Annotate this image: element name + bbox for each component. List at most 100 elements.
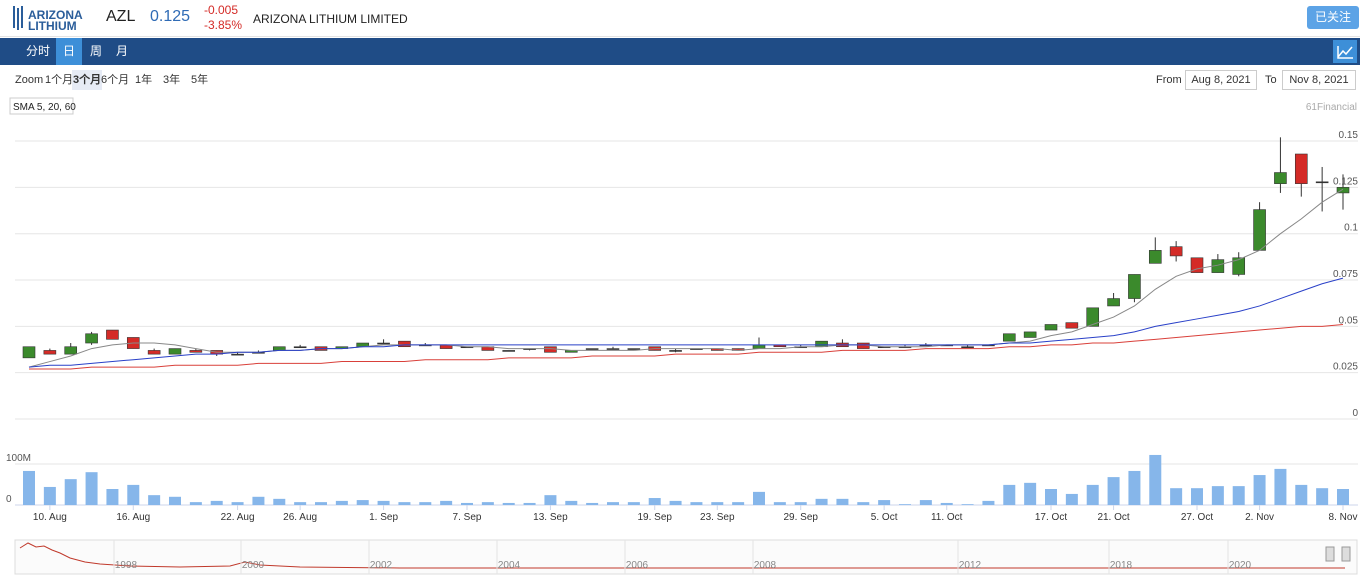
x-tick-label: 19. Sep bbox=[637, 512, 672, 523]
candle-body bbox=[690, 348, 703, 350]
candle-body bbox=[231, 353, 244, 356]
volume-bar bbox=[1003, 484, 1016, 505]
credit: 61Financial bbox=[1306, 102, 1357, 113]
tab[interactable]: 月 bbox=[115, 44, 128, 58]
navigator-label: 2008 bbox=[754, 560, 777, 571]
symbol: AZL bbox=[106, 8, 136, 25]
candle-body bbox=[43, 350, 57, 355]
navigator-label: 2002 bbox=[370, 560, 393, 571]
volume-bar bbox=[377, 500, 390, 505]
volume-bar bbox=[1211, 486, 1224, 505]
volume-bar bbox=[586, 502, 599, 505]
volume-bar bbox=[648, 498, 661, 505]
candle-body bbox=[1274, 172, 1287, 184]
zoom-option[interactable]: 1年 bbox=[135, 74, 153, 86]
candle-body bbox=[1190, 257, 1204, 273]
volume-bar bbox=[794, 502, 807, 505]
navigator-label: 2006 bbox=[626, 560, 649, 571]
volume-bar bbox=[252, 496, 265, 505]
volume-bar bbox=[502, 502, 515, 505]
company-name: ARIZONA LITHIUM LIMITED bbox=[253, 12, 408, 26]
candle-body bbox=[669, 350, 682, 352]
x-tick-label: 10. Aug bbox=[33, 512, 67, 523]
zoom-option[interactable]: 1个月 bbox=[45, 74, 74, 86]
candle-body bbox=[982, 344, 995, 347]
volume-bar bbox=[815, 498, 828, 505]
candle-body bbox=[335, 346, 349, 349]
tab[interactable]: 日 bbox=[56, 38, 82, 65]
volume-bar bbox=[1191, 488, 1203, 505]
candle-body bbox=[1002, 333, 1016, 342]
volume-bar bbox=[189, 502, 202, 505]
volume-bar bbox=[711, 502, 724, 505]
volume-bar bbox=[481, 502, 494, 505]
navigator-handle[interactable] bbox=[1325, 546, 1335, 562]
candle-body bbox=[1023, 331, 1037, 338]
indicator-box bbox=[9, 97, 74, 115]
x-tick-label: 17. Oct bbox=[1035, 512, 1067, 523]
navigator-handle[interactable] bbox=[1341, 546, 1351, 562]
chart-icon[interactable] bbox=[1333, 40, 1357, 63]
volume-bar bbox=[982, 500, 995, 505]
zoom-option[interactable]: 5年 bbox=[191, 74, 209, 86]
volume-bar bbox=[64, 479, 77, 505]
top-bar: ARIZONA LITHIUM AZL 0.125 -0.005 -3.85% … bbox=[0, 0, 1360, 37]
volume-bar bbox=[398, 502, 411, 505]
from-input[interactable]: Aug 8, 2021 bbox=[1185, 70, 1257, 90]
volume-bar bbox=[273, 498, 286, 505]
tab[interactable]: 分时 bbox=[25, 44, 50, 58]
candle-body bbox=[293, 346, 307, 349]
candle-body bbox=[1128, 274, 1141, 299]
candle-body bbox=[210, 350, 224, 355]
candle-body bbox=[64, 346, 78, 355]
y-tick-label: 100M bbox=[6, 453, 31, 464]
candle-body bbox=[1253, 209, 1266, 251]
volume-bar bbox=[523, 502, 536, 505]
candle-body bbox=[22, 346, 36, 359]
x-tick-label: 16. Aug bbox=[116, 512, 150, 523]
candle-body bbox=[1169, 246, 1183, 257]
tab[interactable]: 周 bbox=[89, 44, 102, 58]
zoom-option[interactable]: 3个月 bbox=[72, 70, 103, 90]
volume-bar bbox=[607, 502, 619, 505]
volume-bar bbox=[127, 484, 140, 505]
x-tick-label: 7. Sep bbox=[453, 512, 482, 523]
candle-body bbox=[126, 337, 140, 349]
candle-body bbox=[1107, 298, 1120, 307]
x-tick-label: 21. Oct bbox=[1097, 512, 1129, 523]
volume-bar bbox=[85, 472, 98, 505]
candle-body bbox=[752, 344, 766, 349]
candle-body bbox=[648, 346, 662, 351]
volume-bar bbox=[1024, 482, 1037, 505]
volume-bar bbox=[148, 495, 161, 505]
zoom-option[interactable]: 6个月 bbox=[101, 74, 130, 86]
candle-body bbox=[585, 348, 599, 350]
y-tick-label: 0.05 bbox=[1339, 315, 1359, 326]
logo-text: LITHIUM bbox=[28, 19, 77, 33]
follow-button[interactable]: 已关注 bbox=[1307, 6, 1359, 29]
zoom-row: Zoom 1个月 3个月 6个月 1年 3年 5年 From Aug 8, 2021 To… bbox=[0, 70, 1360, 90]
navigator-label: 2018 bbox=[1110, 560, 1133, 571]
volume-bar bbox=[335, 500, 348, 505]
volume-bar bbox=[919, 500, 932, 505]
candle-body bbox=[189, 350, 203, 353]
zoom-option[interactable]: 3年 bbox=[163, 74, 181, 86]
candle-body bbox=[773, 344, 787, 348]
candle-body bbox=[398, 340, 411, 348]
candle-body bbox=[147, 350, 161, 355]
volume-bar bbox=[1086, 484, 1099, 505]
candle-body bbox=[1232, 257, 1246, 275]
candle-body bbox=[940, 344, 954, 347]
volume-bar bbox=[1170, 488, 1183, 505]
candle-body bbox=[168, 348, 182, 355]
to-input[interactable]: Nov 8, 2021 bbox=[1282, 70, 1356, 90]
candle-body bbox=[439, 344, 453, 349]
volume-bar bbox=[356, 500, 369, 505]
candle-body bbox=[919, 344, 933, 347]
volume-bar bbox=[231, 502, 244, 505]
candle-body bbox=[1044, 324, 1058, 331]
navigator-label: 1998 bbox=[115, 560, 138, 571]
volume-bar bbox=[690, 502, 703, 505]
candle-body bbox=[523, 348, 536, 350]
x-tick-label: 29. Sep bbox=[783, 512, 818, 523]
